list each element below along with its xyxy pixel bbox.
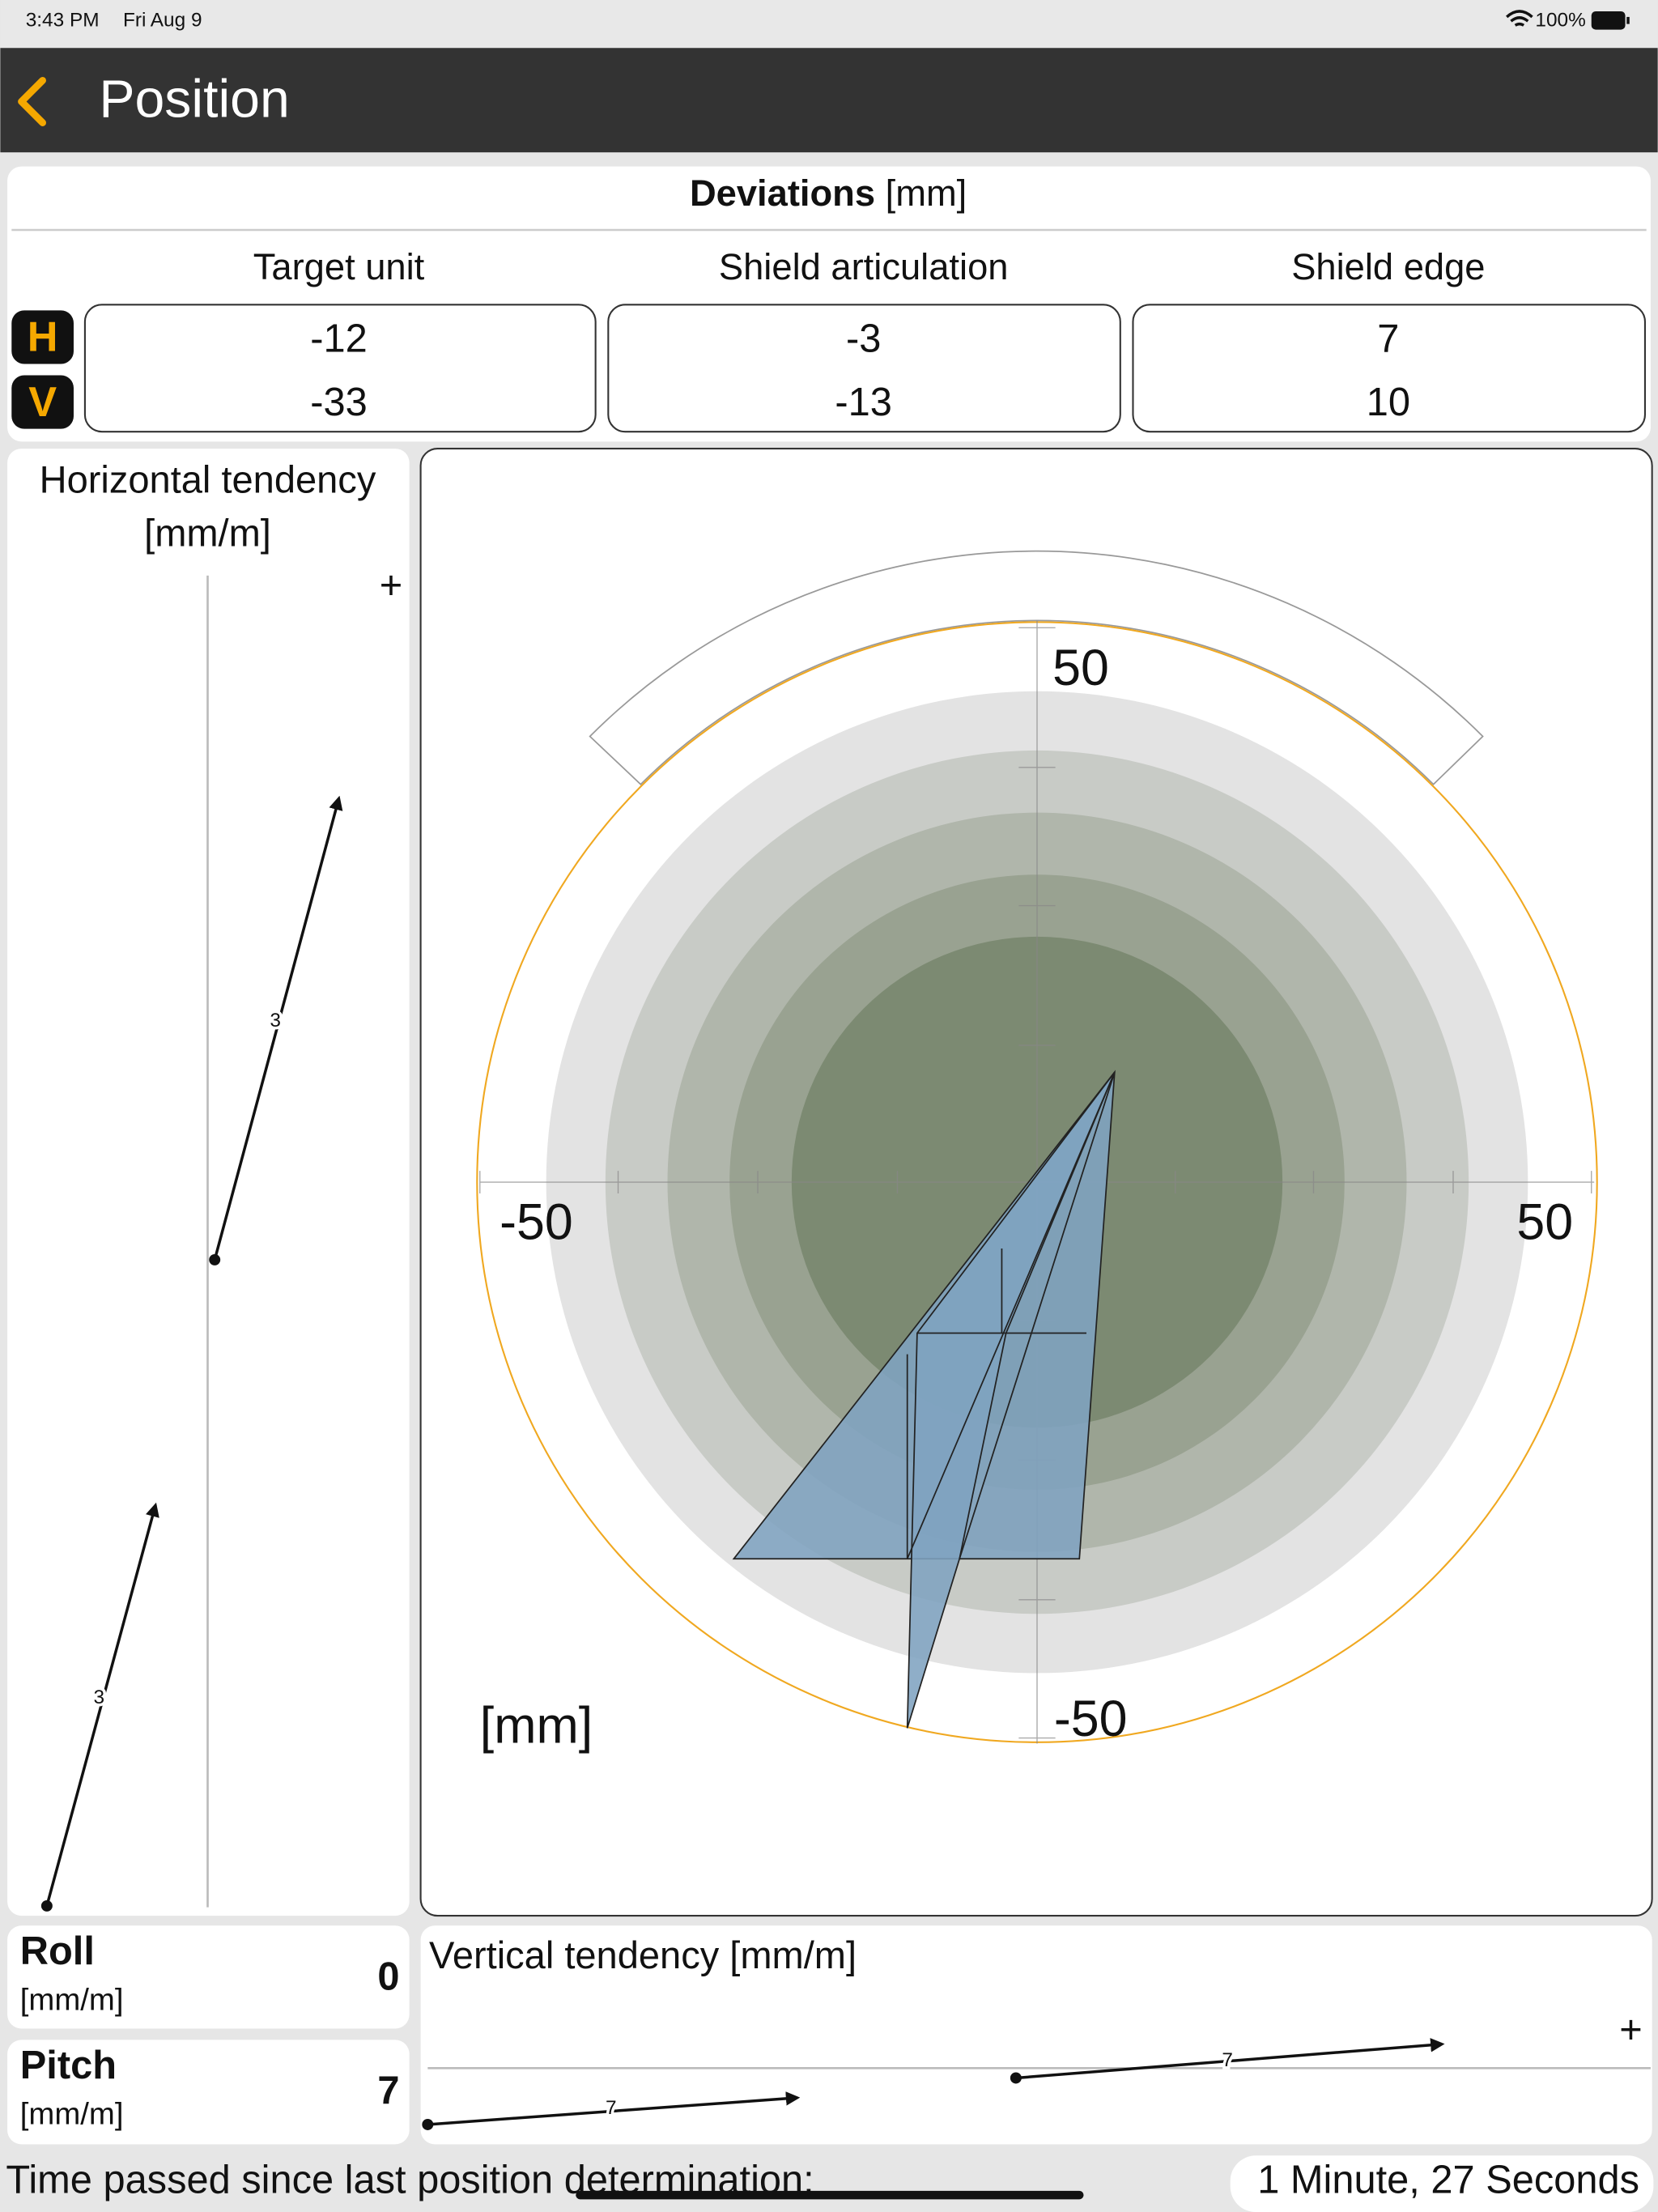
row-label: H: [28, 314, 58, 361]
tendency-arrow: [45, 1502, 159, 1907]
panel-unit: [mm/m]: [144, 512, 271, 555]
deviations-unit: [mm]: [886, 172, 967, 214]
row-label: V: [28, 379, 57, 426]
arc-sector: [589, 550, 1484, 785]
roll-value: 0: [377, 1955, 399, 1998]
plus-sign: +: [380, 564, 402, 607]
status-time: 3:43 PM: [26, 10, 100, 32]
panel-title: Vertical tendency [mm/m]: [429, 1933, 857, 1976]
wifi-icon: [1506, 10, 1533, 27]
arrow-origin: [40, 1899, 53, 1912]
value-box: [1132, 304, 1646, 433]
v-badge: [11, 375, 74, 429]
arrow-origin: [1010, 2072, 1022, 2084]
nav-title: Position: [99, 70, 289, 130]
arrow-origin: [422, 2119, 434, 2130]
column-header: Target unit: [253, 246, 425, 287]
home-indicator: [576, 2190, 1084, 2200]
deviation-value: -12: [310, 317, 367, 361]
pitch-unit: [mm/m]: [20, 2097, 124, 2132]
deviation-value: 7: [1377, 317, 1399, 361]
tendency-arrow: [427, 2091, 801, 2126]
pitch-panel: [7, 2040, 410, 2145]
battery-text: 100%: [1535, 10, 1585, 32]
axis-label: 50: [1516, 1194, 1573, 1251]
deviations-title: Deviations: [690, 172, 875, 214]
axis-label: -50: [1054, 1691, 1128, 1747]
roll-panel: [7, 1925, 410, 2029]
deviation-value: 10: [1367, 381, 1410, 424]
axis-label: -50: [500, 1194, 573, 1251]
arrow-label: 3: [270, 1010, 281, 1032]
pitch-value: 7: [377, 2069, 399, 2113]
tendency-arrow: [213, 795, 343, 1261]
deviation-value: -3: [846, 317, 881, 361]
vertical-tendency-panel: [420, 1925, 1652, 2145]
unit-label: [mm]: [480, 1698, 593, 1755]
shield-shape: [732, 1070, 1116, 1729]
column-header: Shield articulation: [719, 246, 1009, 287]
axis-label: 50: [1052, 640, 1109, 696]
pitch-label: Pitch: [20, 2044, 117, 2087]
plus-sign: +: [1619, 2009, 1642, 2052]
tendency-arrow: [1015, 2038, 1445, 2080]
status-bar: [0, 0, 1658, 49]
back-button[interactable]: [18, 76, 46, 126]
arrow-label: 7: [606, 2097, 617, 2119]
value-box: [83, 304, 597, 433]
h-badge: [11, 310, 74, 364]
roll-unit: [mm/m]: [20, 1983, 124, 2018]
footer-value: 1 Minute, 27 Seconds: [1257, 2158, 1639, 2201]
footer-pill: [1230, 2155, 1654, 2212]
deviations-heading: Deviations [mm]: [690, 172, 967, 214]
panel-title: Horizontal tendency: [40, 457, 376, 500]
battery-tip: [1626, 16, 1630, 24]
nav-bar: [0, 48, 1658, 153]
roll-label: Roll: [20, 1929, 95, 1973]
deviation-value: -33: [310, 381, 367, 424]
value-box: [607, 304, 1121, 433]
battery-icon: [1591, 11, 1626, 30]
arrow-label: 3: [94, 1687, 105, 1708]
arrow-label: 7: [1222, 2049, 1233, 2071]
arrow-origin: [209, 1253, 221, 1266]
status-date: Fri Aug 9: [123, 10, 202, 32]
deviation-value: -13: [835, 381, 891, 424]
column-header: Shield edge: [1291, 246, 1485, 287]
